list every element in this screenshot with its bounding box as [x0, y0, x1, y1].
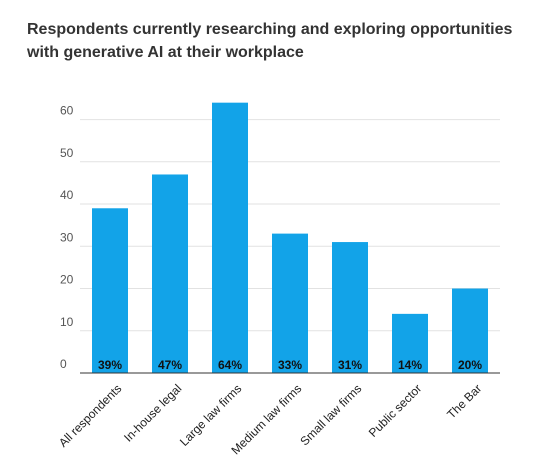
bar [212, 102, 248, 374]
y-tick-label: 10 [60, 315, 74, 329]
bar [152, 174, 188, 373]
x-tick-label: All respondents [56, 381, 124, 449]
data-labels: 39% 47% 64% 33% 31% 14% 20% [98, 358, 482, 372]
bar [452, 288, 488, 373]
chart-title: Respondents currently researching and ex… [27, 21, 513, 61]
bar [392, 313, 428, 373]
y-tick-label: 60 [60, 104, 74, 118]
y-tick-label: 30 [60, 230, 74, 244]
y-tick-label: 50 [60, 146, 74, 160]
bar [272, 233, 308, 373]
x-tick-label: Large law firms [177, 381, 244, 448]
y-tick-label: 0 [60, 357, 67, 371]
data-label: 64% [218, 358, 242, 372]
bar [332, 242, 368, 373]
bar [92, 208, 128, 373]
data-label: 31% [338, 358, 362, 372]
x-tick-label: The Bar [444, 381, 484, 421]
data-label: 20% [458, 358, 482, 372]
x-tick-label: In-house legal [121, 381, 184, 444]
x-tick-label: Small law firms [297, 381, 364, 448]
data-label: 47% [158, 358, 182, 372]
data-label: 14% [398, 358, 422, 372]
y-axis-ticks: 0 10 20 30 40 50 60 [60, 104, 74, 371]
data-label: 33% [278, 358, 302, 372]
bars [92, 102, 488, 374]
data-label: 39% [98, 358, 122, 372]
y-tick-label: 20 [60, 273, 74, 287]
y-tick-label: 40 [60, 188, 74, 202]
x-tick-label: Public sector [366, 381, 424, 439]
